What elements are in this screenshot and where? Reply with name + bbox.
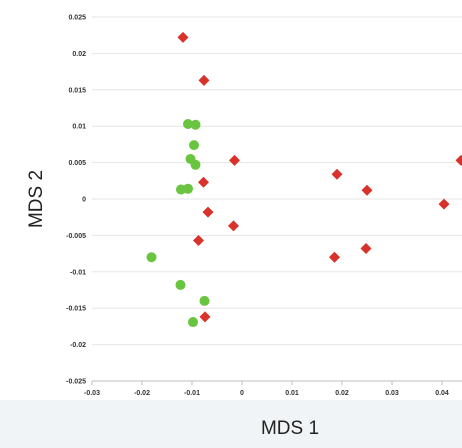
data-point-circle xyxy=(199,295,210,306)
y-tick-label: -0.02 xyxy=(70,342,86,349)
x-axis-title: MDS 1 xyxy=(261,418,319,439)
data-points xyxy=(146,31,462,328)
data-point-circle xyxy=(188,317,198,328)
x-tick-label: 0.02 xyxy=(335,390,349,397)
y-tick-label: 0.015 xyxy=(68,87,86,94)
bottom-strip xyxy=(0,400,462,448)
y-tick-label: 0.01 xyxy=(72,124,86,131)
data-point-diamond xyxy=(177,31,189,43)
data-point-diamond xyxy=(202,206,214,218)
data-point-diamond xyxy=(228,220,239,232)
y-tick-label: 0 xyxy=(82,197,86,204)
x-tick-label: 0.03 xyxy=(385,390,399,397)
x-tick-label: 0.01 xyxy=(285,390,299,397)
y-tick-label: -0.025 xyxy=(66,379,86,386)
data-point-diamond xyxy=(193,234,204,246)
data-point-circle xyxy=(190,159,201,170)
y-tick-label: -0.015 xyxy=(66,306,86,313)
data-point-diamond xyxy=(331,168,343,180)
data-point-circle xyxy=(175,279,186,290)
y-tick-label: -0.01 xyxy=(70,269,86,276)
x-tick-label: -0.02 xyxy=(134,390,150,397)
data-point-circle xyxy=(190,119,201,130)
data-point-circle xyxy=(146,252,157,263)
x-tick-label: 0 xyxy=(240,390,244,397)
data-point-diamond xyxy=(229,154,240,166)
data-point-diamond xyxy=(198,176,209,188)
y-tick-label: -0.005 xyxy=(66,233,86,240)
data-point-circle xyxy=(189,140,199,151)
x-tick-label: 0.04 xyxy=(435,390,449,397)
data-point-circle xyxy=(183,119,193,130)
axes xyxy=(91,380,462,385)
grid xyxy=(92,16,462,382)
data-point-diamond xyxy=(438,198,450,210)
x-tick-label: -0.01 xyxy=(184,390,200,397)
y-tick-label: 0.02 xyxy=(72,51,86,58)
data-point-diamond xyxy=(329,251,340,263)
data-point-diamond xyxy=(455,154,462,166)
data-point-diamond xyxy=(198,74,210,86)
data-point-diamond xyxy=(199,311,211,323)
y-tick-label: 0.005 xyxy=(68,160,86,167)
y-tick-label: 0.025 xyxy=(68,15,86,22)
x-tick-label: -0.03 xyxy=(84,390,100,397)
tick-labels: 0.025 0.02 0.015 0.01 0.005 0 -0.005 -0.01 -0.01… xyxy=(66,15,449,398)
data-point-diamond xyxy=(361,184,373,196)
data-point-circle xyxy=(183,183,193,194)
data-point-diamond xyxy=(360,243,372,255)
y-axis-title: MDS 2 xyxy=(26,170,47,228)
